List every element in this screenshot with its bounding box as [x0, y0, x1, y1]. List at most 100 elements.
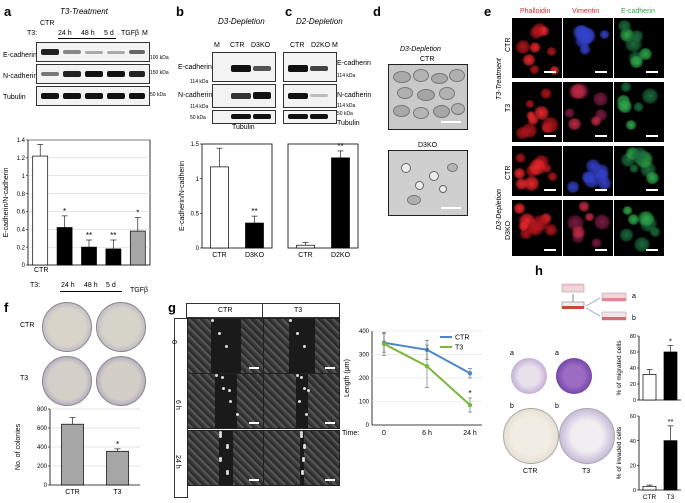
- scratch-image: [187, 318, 264, 374]
- migrating-cell: [218, 435, 222, 438]
- scale-bar: [595, 71, 607, 73]
- x-tick-label: CTR: [643, 494, 657, 501]
- fluorescence-image: [563, 146, 613, 196]
- y-axis-label: E-cadherin/N-cadherin: [3, 167, 10, 237]
- x-axis-label: Time:: [342, 430, 359, 437]
- cell-nucleus: [523, 176, 541, 192]
- cell-nucleus: [591, 238, 603, 248]
- fluorescence-image: [512, 146, 562, 196]
- cell-nucleus: [514, 39, 532, 54]
- panel-b-label: b: [176, 4, 184, 19]
- plate-x-label: CTR: [523, 468, 538, 475]
- migrating-cell: [224, 345, 228, 348]
- y-tick-label: 600: [37, 426, 48, 432]
- plate-x-label: T3: [582, 468, 591, 475]
- significance-mark: **: [251, 207, 257, 216]
- micrograph-d3ko: [388, 150, 468, 216]
- lane-label: D3KO: [251, 42, 271, 49]
- transwell-schema: [561, 283, 627, 321]
- cell-nucleus: [622, 206, 634, 216]
- cell-nucleus: [567, 117, 583, 131]
- y-tick-label: 300: [359, 353, 370, 359]
- legend-entry: T3: [455, 345, 463, 352]
- scratch-image: [263, 318, 340, 374]
- group-label: T3-Treatment: [496, 58, 503, 100]
- migrating-cell: [218, 457, 222, 460]
- fluorescence-image: [512, 82, 562, 142]
- cell-nucleus: [546, 171, 559, 182]
- bar: [32, 155, 49, 266]
- scale-bar: [595, 189, 607, 191]
- blot-row-label: N-cadherin: [178, 92, 213, 99]
- scale-bar: [325, 367, 335, 369]
- blot-row-label: N-cadherin: [3, 73, 38, 80]
- fluorescence-image: [512, 200, 562, 256]
- migrating-cell: [220, 376, 224, 379]
- lane-label: 24 h: [58, 30, 72, 37]
- y-tick-label: 0.5: [191, 212, 200, 218]
- migrating-cell: [295, 332, 299, 335]
- y-tick-label: 20: [630, 464, 636, 470]
- legend-entry: CTR: [455, 335, 469, 342]
- y-axis-label: % of invaded cells: [616, 426, 623, 479]
- invasion-plate-t3: [559, 408, 615, 464]
- scale-bar: [595, 249, 607, 251]
- y-tick-label: 400: [37, 445, 48, 451]
- row-label: D3KO: [505, 220, 512, 240]
- scale-bar: [646, 135, 658, 137]
- bar: [61, 423, 84, 486]
- bar: [663, 440, 678, 491]
- cell-nucleus: [592, 91, 609, 107]
- scale-bar: [646, 71, 658, 73]
- cell-nucleus: [568, 83, 587, 100]
- channel-label-phalloidin: Phalloidin: [520, 8, 551, 15]
- significance-mark: *: [63, 207, 66, 216]
- chart-f: 0 200 400 600 800 CTR * T3 No. of colonies: [15, 407, 140, 496]
- divider: [262, 303, 263, 318]
- bar: [245, 222, 264, 249]
- blot-row-label: N-cadherin: [337, 92, 372, 99]
- migrating-cell: [225, 444, 229, 447]
- significance-mark: **: [86, 231, 92, 240]
- significance-mark: **: [337, 142, 343, 151]
- colony-plate: [96, 356, 146, 406]
- cell-nucleus: [636, 210, 655, 226]
- y-axis-label: Length (μm): [344, 359, 351, 397]
- x-tick-label: 24 h: [463, 430, 477, 437]
- migrating-cell: [218, 431, 222, 434]
- data-point: [381, 341, 387, 347]
- migrating-cell: [304, 413, 308, 416]
- migrating-cell: [297, 400, 301, 403]
- bar: [210, 166, 229, 249]
- group-label: D3-Depletion: [496, 189, 503, 230]
- migrating-cell: [301, 459, 305, 462]
- x-tick-label: CTR: [212, 252, 226, 259]
- chart-h-migrated: 0 20 40 60 80 * % of migrated cells: [616, 334, 681, 404]
- y-tick-label: 0.8: [17, 192, 26, 198]
- chart-c: CTR ** D2KO: [287, 142, 359, 259]
- micrograph-ctr: [388, 64, 468, 130]
- bar: [331, 157, 350, 249]
- cell-nucleus: [590, 115, 602, 126]
- migrating-cell: [302, 387, 306, 390]
- panel-c-title: D2-Depletion: [296, 17, 343, 26]
- lane-label: 5 d: [104, 30, 114, 37]
- y-tick-label: 0: [633, 398, 636, 404]
- migrating-cell: [306, 389, 310, 392]
- mw-marker: 114 kDa: [190, 104, 209, 110]
- y-tick-label: 0: [196, 246, 200, 252]
- significance-mark: **: [110, 231, 116, 240]
- cell-nucleus: [599, 29, 611, 39]
- panel-c-label: c: [285, 4, 293, 19]
- migrating-cell: [227, 389, 231, 392]
- migrating-cell: [299, 435, 303, 438]
- blot-ecadherin: [36, 42, 150, 62]
- blot-ncadherin: [212, 84, 276, 108]
- lane-label: CTR: [290, 42, 305, 49]
- scratch-image: [263, 373, 340, 429]
- mw-marker: 100 kDa: [150, 55, 169, 61]
- bar: [296, 244, 315, 249]
- mw-marker: 50 kDa: [150, 92, 166, 98]
- cell-nucleus: [518, 227, 533, 240]
- scale-bar: [249, 422, 259, 424]
